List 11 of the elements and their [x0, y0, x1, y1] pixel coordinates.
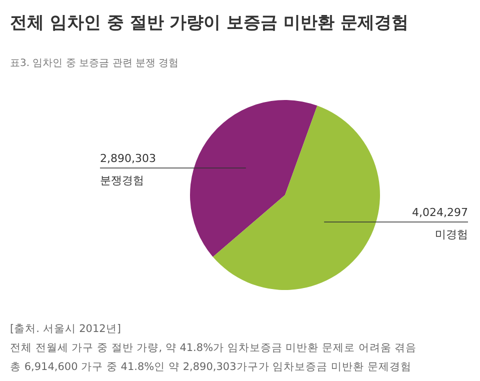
text: [출처. 서울시 2012년]	[10, 323, 121, 335]
slice-label: 분쟁경험	[100, 174, 144, 188]
slice-label: 미경험	[435, 228, 468, 241]
chart-subtitle: 표3. 임차인 중 보증금 관련 분쟁 경험	[10, 58, 179, 69]
text: 전체 전월세 가구 중 절반 가량, 약 41.8%가 임차보증금 미반환 문제로 어려움 겪음	[10, 342, 417, 354]
chart-title: 전체 임차인 중 절반 가량이 보증금 미반환 문제경험	[10, 13, 408, 33]
pie-slice	[212, 106, 380, 290]
data-label: 4,024,297	[412, 206, 468, 219]
data-label: 2,890,303	[100, 152, 156, 166]
pie-slice	[190, 100, 318, 257]
text: 총 6,914,600 가구 중 41.8%인 약 2,890,303가구가 임차보증금 미반환 문제경험	[10, 361, 412, 373]
